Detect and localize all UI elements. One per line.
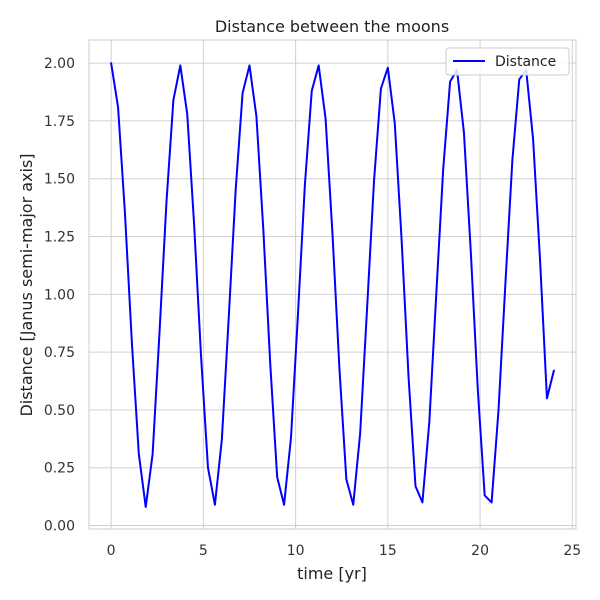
chart-title: Distance between the moons [215,17,449,36]
y-tick-label: 1.00 [44,287,75,303]
y-tick-label: 0.50 [44,403,75,419]
plot-frame [88,39,577,530]
series-layer [110,62,555,509]
x-tick-label: 10 [287,543,305,559]
x-axis-label: time [yr] [297,564,367,583]
grid [89,40,576,529]
legend-label: Distance [495,54,556,70]
x-tick-label: 15 [379,543,397,559]
y-tick-label: 1.50 [44,172,75,188]
y-axis-label: Distance [Janus semi-major axis] [17,153,36,416]
legend: Distance [445,47,570,76]
x-tick-label: 20 [471,543,489,559]
y-tick-label: 0.00 [44,519,75,535]
y-tick-label: 1.75 [44,114,75,130]
tick-labels: 0 5 10 15 20 25 0.00 0.25 0.50 0.75 1.00 1.25 1.50 1.… [44,56,581,559]
legend-box [445,47,570,76]
y-tick-label: 0.25 [44,461,75,477]
x-tick-label: 0 [107,543,116,559]
y-tick-label: 2.00 [44,56,75,72]
y-tick-label: 1.25 [44,230,75,246]
x-tick-label: 5 [199,543,208,559]
series-line-0 [110,62,555,509]
x-tick-label: 25 [563,543,581,559]
y-tick-label: 0.75 [44,345,75,361]
